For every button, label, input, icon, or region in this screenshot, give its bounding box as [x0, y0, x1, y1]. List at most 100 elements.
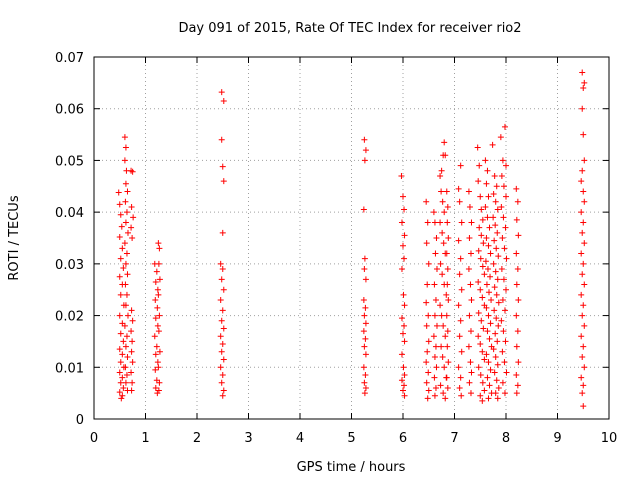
data-point — [431, 392, 438, 399]
data-point — [498, 317, 505, 324]
data-point — [117, 291, 124, 298]
data-point — [400, 330, 406, 337]
data-point — [124, 188, 131, 195]
data-point — [440, 322, 447, 329]
data-point — [218, 136, 225, 143]
data-point — [361, 157, 368, 164]
y-tick-label: 0.01 — [55, 361, 84, 376]
data-point — [580, 343, 587, 350]
data-point — [441, 364, 448, 371]
data-point — [423, 359, 430, 366]
data-point — [362, 276, 369, 283]
data-point — [437, 382, 444, 389]
data-point — [156, 379, 163, 386]
data-point — [423, 198, 430, 205]
data-point — [398, 172, 405, 179]
data-point — [424, 348, 431, 355]
data-point — [123, 372, 130, 379]
data-point — [579, 312, 586, 319]
data-point — [500, 214, 507, 221]
data-point — [401, 232, 408, 239]
data-point — [128, 369, 135, 376]
data-point — [444, 266, 451, 273]
data-point — [155, 387, 162, 394]
data-point — [499, 379, 506, 386]
data-point — [219, 163, 226, 170]
data-point — [484, 214, 491, 221]
data-point — [156, 245, 163, 252]
data-point — [123, 291, 130, 298]
data-point — [122, 343, 129, 350]
data-point — [443, 291, 450, 298]
data-point — [154, 322, 161, 329]
data-point — [218, 276, 225, 283]
data-point — [401, 302, 408, 309]
data-point — [439, 271, 446, 278]
data-point — [500, 183, 507, 190]
data-point — [117, 255, 124, 262]
data-point — [439, 198, 446, 205]
data-point — [486, 382, 493, 389]
data-point — [120, 384, 127, 391]
data-point — [220, 356, 227, 363]
data-point — [494, 395, 501, 402]
data-point — [492, 390, 499, 397]
data-point — [424, 281, 431, 288]
data-point — [218, 379, 225, 386]
data-point — [360, 206, 367, 213]
data-point — [482, 258, 489, 265]
data-point — [492, 353, 499, 360]
data-point — [129, 359, 136, 366]
data-point — [361, 390, 368, 397]
data-point — [445, 359, 452, 366]
data-point — [442, 333, 449, 340]
data-point — [116, 389, 123, 396]
data-point — [580, 382, 587, 389]
data-point — [515, 359, 522, 366]
data-point — [477, 341, 484, 348]
data-point — [479, 348, 486, 355]
data-point — [479, 216, 486, 223]
data-point — [115, 189, 122, 196]
data-point — [153, 343, 160, 350]
data-point — [498, 203, 505, 210]
y-tick-label: 0.03 — [55, 258, 84, 273]
data-point — [217, 364, 224, 371]
data-point — [513, 372, 520, 379]
data-point — [495, 322, 502, 329]
data-point — [513, 343, 520, 350]
data-point — [477, 372, 484, 379]
data-point — [401, 338, 408, 345]
data-point — [117, 330, 124, 337]
data-point — [438, 312, 445, 319]
data-point — [425, 260, 432, 267]
x-tick-label: 7 — [450, 431, 458, 446]
data-point — [438, 167, 445, 174]
data-point — [486, 289, 493, 296]
data-point — [151, 333, 158, 340]
data-point — [475, 309, 482, 316]
data-point — [444, 343, 451, 350]
data-point — [482, 203, 489, 210]
data-point — [501, 390, 508, 397]
data-point — [581, 79, 588, 86]
data-point — [513, 185, 520, 192]
data-point — [400, 291, 407, 298]
data-point — [431, 281, 438, 288]
data-point — [466, 379, 473, 386]
data-point — [443, 188, 450, 195]
data-point — [122, 281, 129, 288]
data-point — [484, 266, 491, 273]
data-point — [439, 229, 446, 236]
data-point — [474, 144, 481, 151]
data-point — [116, 346, 123, 353]
data-point — [455, 237, 462, 244]
data-point — [121, 157, 128, 164]
data-point — [578, 291, 585, 298]
data-point — [580, 302, 587, 309]
data-point — [579, 271, 586, 278]
data-point — [513, 390, 520, 397]
data-point — [493, 315, 500, 322]
data-point — [122, 144, 129, 151]
data-point — [514, 266, 521, 273]
